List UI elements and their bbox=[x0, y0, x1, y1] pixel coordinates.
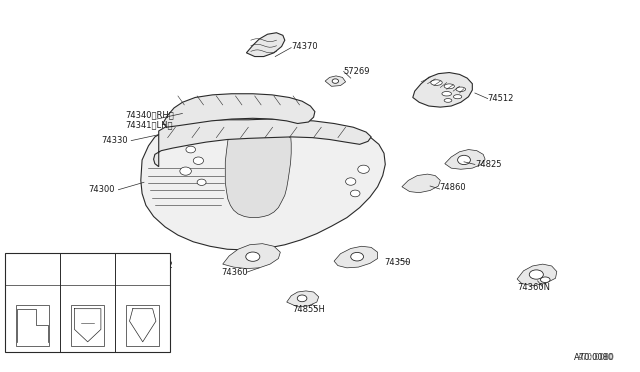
Ellipse shape bbox=[458, 155, 470, 164]
Text: 74360N: 74360N bbox=[517, 283, 550, 292]
Ellipse shape bbox=[346, 178, 356, 185]
Ellipse shape bbox=[297, 295, 307, 302]
Ellipse shape bbox=[332, 79, 339, 83]
Polygon shape bbox=[246, 33, 285, 57]
Text: 74825: 74825 bbox=[475, 160, 501, 169]
Polygon shape bbox=[154, 119, 371, 167]
Text: 74350: 74350 bbox=[384, 258, 410, 267]
Polygon shape bbox=[141, 121, 385, 250]
Ellipse shape bbox=[186, 146, 196, 153]
Text: 74370: 74370 bbox=[291, 42, 318, 51]
Polygon shape bbox=[445, 150, 485, 169]
Ellipse shape bbox=[444, 84, 454, 89]
Ellipse shape bbox=[540, 277, 550, 283]
Ellipse shape bbox=[358, 165, 369, 173]
Text: 74330: 74330 bbox=[101, 136, 128, 145]
Text: SL: SL bbox=[28, 261, 37, 270]
Text: 74512: 74512 bbox=[488, 94, 514, 103]
Text: 74340（RH）: 74340（RH） bbox=[125, 111, 173, 120]
Polygon shape bbox=[334, 246, 378, 268]
Ellipse shape bbox=[351, 190, 360, 197]
Polygon shape bbox=[163, 94, 315, 127]
Text: 57269: 57269 bbox=[130, 278, 156, 287]
Ellipse shape bbox=[453, 95, 462, 99]
Text: 74825: 74825 bbox=[20, 278, 45, 287]
Ellipse shape bbox=[456, 87, 466, 92]
Text: 74341（LH）: 74341（LH） bbox=[125, 120, 172, 129]
Polygon shape bbox=[325, 76, 346, 86]
Ellipse shape bbox=[180, 167, 191, 175]
Ellipse shape bbox=[193, 157, 204, 164]
Text: 74360: 74360 bbox=[75, 278, 100, 287]
Text: 57269: 57269 bbox=[344, 67, 370, 76]
Text: ATM: ATM bbox=[79, 261, 96, 270]
Text: UP TO JUNE '82: UP TO JUNE '82 bbox=[113, 261, 173, 270]
Text: 74855H: 74855H bbox=[292, 305, 324, 314]
Polygon shape bbox=[225, 118, 291, 218]
Polygon shape bbox=[517, 264, 557, 286]
Ellipse shape bbox=[442, 92, 452, 96]
Polygon shape bbox=[223, 244, 280, 269]
Ellipse shape bbox=[246, 252, 260, 261]
Polygon shape bbox=[287, 291, 319, 307]
Ellipse shape bbox=[444, 99, 452, 102]
Ellipse shape bbox=[529, 270, 543, 279]
Text: 74300: 74300 bbox=[88, 185, 115, 194]
Ellipse shape bbox=[197, 179, 206, 185]
Polygon shape bbox=[402, 174, 440, 193]
Ellipse shape bbox=[431, 80, 442, 86]
Text: 74360: 74360 bbox=[221, 268, 248, 277]
Polygon shape bbox=[413, 73, 472, 107]
Text: A70:0080: A70:0080 bbox=[574, 353, 614, 362]
Text: 74860: 74860 bbox=[440, 183, 467, 192]
Text: A70:0080: A70:0080 bbox=[577, 353, 614, 362]
Ellipse shape bbox=[351, 252, 364, 261]
Bar bbox=[5, 253, 170, 352]
